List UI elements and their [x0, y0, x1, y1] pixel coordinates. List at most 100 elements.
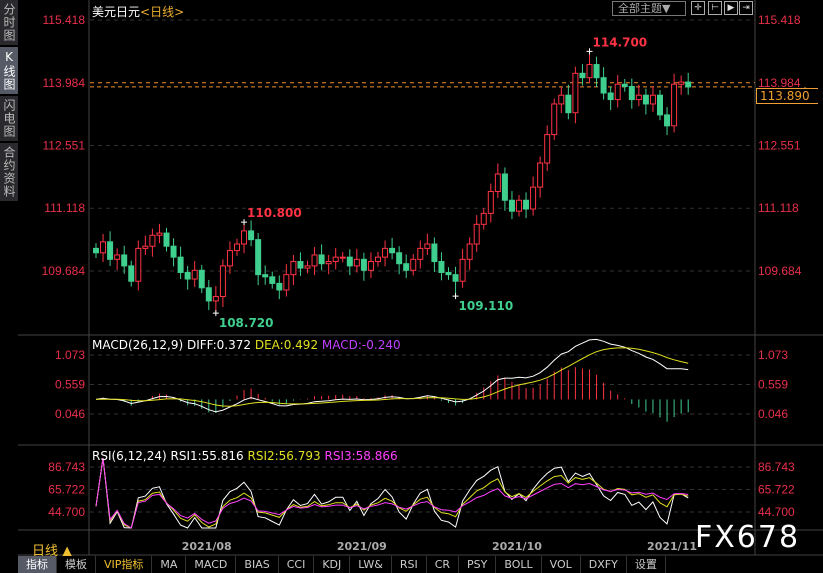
indicator-tab[interactable]: BIAS [236, 556, 279, 573]
extreme-label: 108.720 [219, 316, 274, 330]
rsi2-line [95, 457, 689, 529]
candle-down [128, 265, 135, 282]
side-tab-kline[interactable]: K线图 [0, 47, 18, 94]
candle-down [445, 271, 452, 276]
indicator-tab[interactable]: MACD [186, 556, 237, 573]
period-selector[interactable]: 日线 ▲ [32, 544, 73, 559]
indicator-tab[interactable]: PSY [459, 556, 497, 573]
exit-icon[interactable]: ⇥ [739, 1, 753, 15]
candle-down [621, 83, 628, 87]
side-tab-flash[interactable]: 闪电图 [0, 96, 18, 141]
rsi1-value: RSI1:55.816 [170, 449, 244, 463]
candle-up [100, 241, 107, 254]
candle-up [572, 72, 579, 114]
candle-up [530, 186, 537, 210]
macd-tick-label: 0.559 [55, 378, 85, 392]
price-tick-label: 109.684 [42, 264, 86, 278]
chart-title: 美元日元<日线> [92, 3, 184, 20]
candle-down [269, 276, 276, 284]
candle-up [417, 247, 424, 260]
candle-up [339, 256, 346, 259]
candle-down [501, 173, 508, 201]
candle-up [671, 83, 678, 127]
indicator-tab[interactable]: 设置 [627, 556, 666, 573]
candle-up [114, 254, 121, 260]
rsi3-value: RSI3:58.866 [324, 449, 398, 463]
extreme-label: 114.700 [593, 35, 648, 49]
crosshair-icon[interactable]: ✛ [691, 1, 705, 15]
candle-up [551, 103, 558, 136]
rsi-tick-label: 86.743 [758, 460, 795, 474]
candle-up [142, 245, 149, 249]
macd-tick-label: 1.073 [758, 348, 788, 362]
candle-up [304, 265, 311, 269]
indicator-tab[interactable]: CR [427, 556, 460, 573]
macd-label: MACD(26,12,9) [92, 338, 184, 352]
candle-down [346, 256, 353, 267]
indicator-tab[interactable]: LW& [350, 556, 392, 573]
candle-up [544, 134, 551, 164]
candle-up [614, 83, 621, 101]
candle-up [325, 261, 332, 265]
indicator-tab[interactable]: VOL [542, 556, 581, 573]
extreme-marker-icon [212, 310, 219, 317]
date-tick-label: 2021/09 [336, 540, 387, 553]
candle-up [156, 232, 163, 236]
candle-down [107, 241, 114, 260]
candle-down [248, 230, 255, 241]
range-icon[interactable]: ⊢ [708, 1, 722, 15]
price-tick-label: 111.118 [758, 201, 799, 215]
candle-up [135, 247, 142, 282]
candle-up [586, 64, 593, 79]
bracket: < [140, 5, 151, 19]
candle-up [226, 250, 233, 267]
indicator-tab[interactable]: DXFY [581, 556, 627, 573]
candle-up [191, 269, 198, 280]
candle-up [353, 258, 360, 267]
play-icon[interactable]: ▶ [724, 1, 738, 15]
price-tick-label: 113.984 [758, 76, 801, 90]
candle-up [466, 243, 473, 260]
period-label: 日线 [150, 5, 175, 19]
rsi3-line [95, 457, 689, 529]
date-tick-label: 2021/11 [647, 540, 697, 553]
indicator-tab[interactable]: 指标 [18, 556, 57, 573]
macd-tick-label: 0.559 [758, 378, 788, 392]
rsi-label: RSI(6,12,24) [92, 449, 167, 463]
indicator-tab[interactable]: CCI [279, 556, 315, 573]
candle-up [424, 243, 431, 249]
indicator-tab[interactable]: RSI [392, 556, 427, 573]
indicator-tab[interactable]: KDJ [314, 556, 351, 573]
side-tab-timeshare[interactable]: 分时图 [0, 0, 18, 45]
rsi2-value: RSI2:56.793 [247, 449, 321, 463]
extreme-label: 110.800 [247, 206, 302, 220]
indicator-tab[interactable]: BOLL [496, 556, 542, 573]
candle-up [241, 230, 248, 245]
macd-tick-label: 1.073 [55, 348, 85, 362]
candle-up [311, 254, 318, 267]
theme-dropdown[interactable]: 全部主题▼ [612, 1, 686, 16]
side-tab-contract-info[interactable]: 合约资料 [0, 143, 18, 201]
candle-down [628, 85, 635, 101]
bracket: > [174, 5, 185, 19]
rsi-tick-label: 44.700 [758, 505, 795, 519]
rsi-tick-label: 44.700 [48, 505, 85, 519]
candle-up [487, 190, 494, 214]
candle-down [642, 94, 649, 105]
indicator-tab[interactable]: 模板 [57, 556, 96, 573]
candle-up [375, 256, 381, 263]
candle-up [678, 81, 685, 85]
indicator-tab[interactable]: VIP指标 [96, 556, 153, 573]
candle-down [93, 247, 99, 254]
candle-up [367, 261, 374, 271]
candle-down [360, 258, 367, 271]
candle-up [494, 173, 501, 192]
indicator-tab[interactable]: MA [152, 556, 187, 573]
candle-down [177, 256, 184, 273]
candle-down [600, 77, 607, 94]
candle-down [205, 287, 212, 302]
price-tick-label: 115.418 [758, 13, 801, 27]
candle-up [382, 247, 389, 258]
candle-up [459, 258, 466, 282]
